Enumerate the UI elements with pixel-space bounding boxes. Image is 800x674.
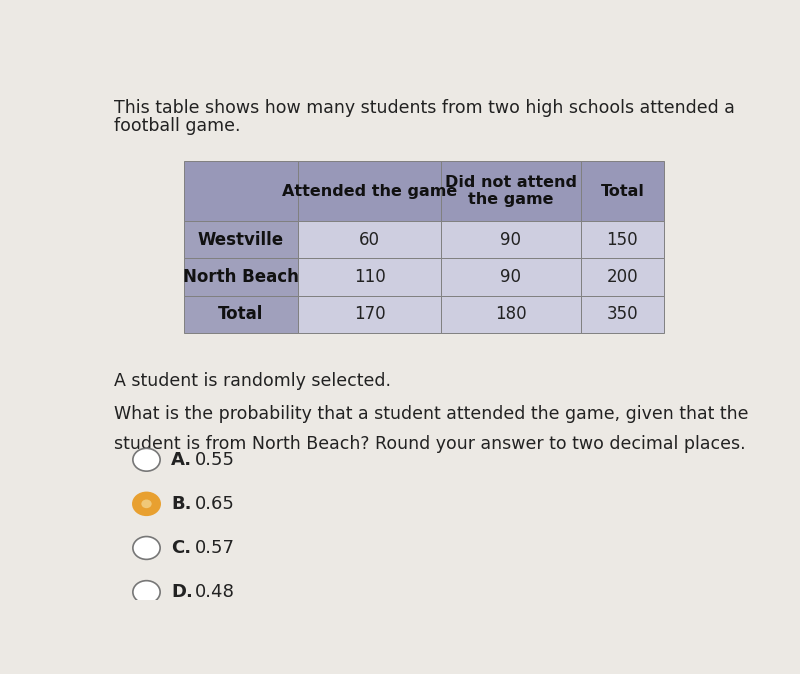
Text: This table shows how many students from two high schools attended a: This table shows how many students from … <box>114 99 734 117</box>
Bar <box>298 221 441 258</box>
Text: 90: 90 <box>500 268 522 286</box>
Text: A student is randomly selected.: A student is randomly selected. <box>114 371 390 390</box>
Text: 150: 150 <box>606 231 638 249</box>
Text: North Beach: North Beach <box>183 268 299 286</box>
Circle shape <box>133 537 160 559</box>
Bar <box>581 221 664 258</box>
Text: 170: 170 <box>354 305 386 324</box>
Text: 0.55: 0.55 <box>195 451 235 468</box>
Circle shape <box>142 499 152 508</box>
Bar <box>441 296 581 333</box>
Bar <box>441 161 581 221</box>
Bar <box>298 258 441 296</box>
Text: Westville: Westville <box>198 231 284 249</box>
Text: 350: 350 <box>606 305 638 324</box>
Text: 0.57: 0.57 <box>195 539 235 557</box>
Bar <box>441 221 581 258</box>
Circle shape <box>133 448 160 471</box>
Bar <box>184 258 298 296</box>
Text: 0.65: 0.65 <box>195 495 234 513</box>
Text: A.: A. <box>171 451 193 468</box>
Bar <box>184 296 298 333</box>
Bar <box>298 161 441 221</box>
Text: Total: Total <box>601 183 644 199</box>
Circle shape <box>133 493 160 515</box>
Text: 60: 60 <box>359 231 380 249</box>
Bar <box>298 296 441 333</box>
Text: Attended the game: Attended the game <box>282 183 458 199</box>
Text: C.: C. <box>171 539 191 557</box>
Text: D.: D. <box>171 583 193 601</box>
Bar <box>184 161 298 221</box>
Bar <box>184 221 298 258</box>
Text: Did not attend
the game: Did not attend the game <box>445 175 577 208</box>
Bar <box>441 258 581 296</box>
Text: 110: 110 <box>354 268 386 286</box>
Bar <box>581 161 664 221</box>
Text: football game.: football game. <box>114 117 240 135</box>
Text: What is the probability that a student attended the game, given that the: What is the probability that a student a… <box>114 405 748 423</box>
Text: 200: 200 <box>606 268 638 286</box>
Bar <box>581 258 664 296</box>
Text: B.: B. <box>171 495 192 513</box>
Text: 180: 180 <box>495 305 526 324</box>
Bar <box>581 296 664 333</box>
Text: 90: 90 <box>500 231 522 249</box>
Text: 0.48: 0.48 <box>195 583 234 601</box>
Circle shape <box>133 581 160 603</box>
Text: student is from North Beach? Round your answer to two decimal places.: student is from North Beach? Round your … <box>114 435 746 454</box>
Text: Total: Total <box>218 305 264 324</box>
